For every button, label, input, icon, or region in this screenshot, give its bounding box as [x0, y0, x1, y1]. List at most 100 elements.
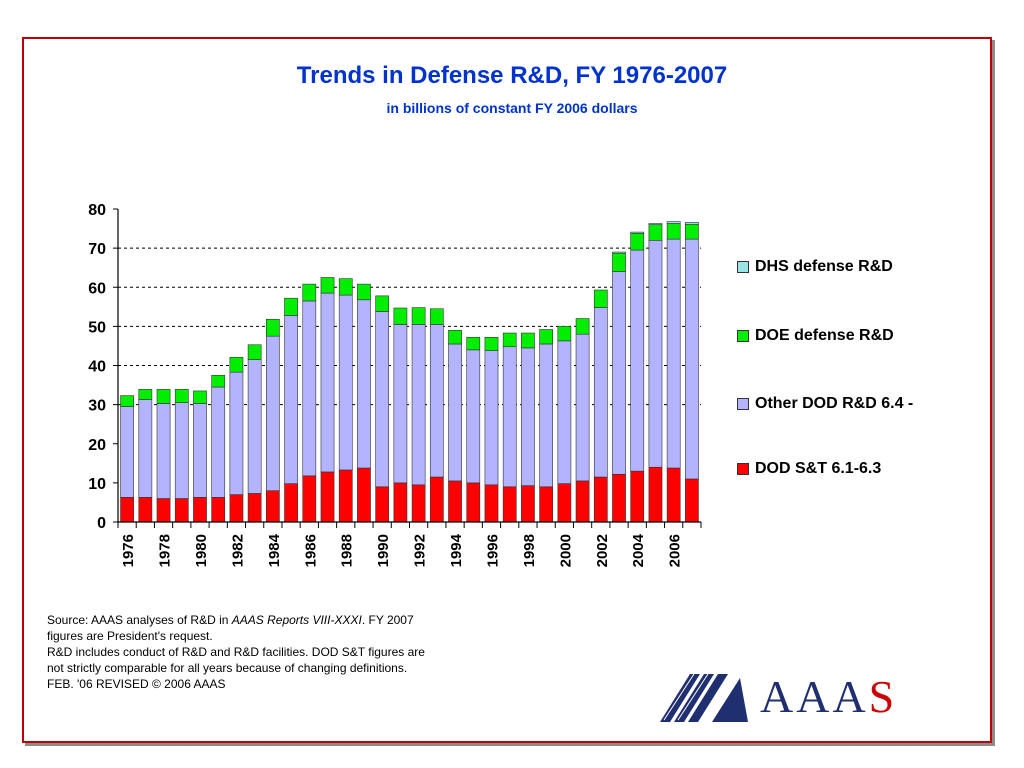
bar-segment	[593, 476, 608, 523]
bar-segment	[612, 252, 626, 272]
legend-label-dhs: DHS defense R&D	[755, 258, 893, 275]
bar-segment	[320, 277, 335, 294]
bar-segment	[338, 294, 353, 471]
bar-segment	[466, 482, 481, 523]
bar-segment	[357, 299, 371, 469]
x-tick-label: 1990	[375, 534, 392, 567]
bar-segment	[648, 240, 663, 468]
source-note-line: Source: AAAS analyses of R&D in AAAS Rep…	[47, 612, 437, 644]
bar-segment	[357, 467, 371, 523]
bar-segment	[174, 402, 189, 499]
bar-segment	[466, 337, 481, 351]
bar-segment	[284, 483, 298, 523]
bar-segment	[521, 485, 535, 523]
aaas-logo: AAAS	[660, 672, 940, 722]
bar-segment	[120, 497, 134, 523]
bar-segment	[502, 346, 517, 488]
bar-segment	[539, 486, 553, 523]
bar-segment	[612, 473, 626, 523]
source-note-italic: AAAS Reports VIII-XXXI	[231, 613, 362, 627]
bar-segment	[666, 467, 681, 523]
bar-segment	[393, 307, 408, 325]
x-tick-label: 2002	[594, 534, 611, 567]
bar-segment	[229, 494, 244, 523]
bar-segment	[193, 403, 207, 498]
x-tick-label: 1984	[266, 533, 283, 567]
aaas-logo-text-accent: S	[868, 671, 898, 722]
bar-segment	[138, 399, 153, 498]
bar-segment	[193, 497, 207, 523]
definition-note: R&D includes conduct of R&D and R&D faci…	[47, 645, 425, 675]
bar-segment	[120, 395, 134, 407]
bar-segment	[156, 498, 171, 523]
bar-segment	[666, 221, 681, 224]
bar-segment	[357, 283, 371, 301]
bar-segment	[211, 374, 226, 388]
x-tick-label: 1996	[484, 534, 501, 567]
bar-segment	[338, 278, 353, 296]
bar-segment	[156, 403, 171, 499]
bar-segment	[302, 475, 317, 523]
legend-item-dhs: DHS defense R&D	[737, 258, 893, 276]
bar-segment	[393, 482, 408, 523]
legend-item-dod-st: DOD S&T 6.1-6.3	[737, 460, 881, 478]
bar-segment	[320, 471, 335, 523]
legend-swatch-dhs	[737, 261, 749, 273]
source-notes: Source: AAAS analyses of R&D in AAAS Rep…	[47, 612, 437, 692]
bar-segment	[266, 335, 280, 491]
bar-segment	[266, 490, 280, 523]
bar-segment	[502, 332, 517, 348]
bar-segment	[302, 283, 317, 302]
y-tick-label: 70	[88, 241, 106, 258]
bar-segment	[284, 297, 298, 316]
bar-segment	[575, 333, 590, 482]
legend-label-doe: DOE defense R&D	[755, 327, 894, 344]
bar-segment	[429, 476, 444, 523]
bar-segment	[593, 307, 608, 478]
legend-swatch-dod-st	[737, 463, 749, 475]
bar-segment	[539, 329, 553, 345]
bar-segment	[666, 238, 681, 469]
bar-segment	[630, 232, 645, 251]
bar-segment	[375, 486, 390, 523]
source-note-prefix: Source: AAAS analyses of R&D in	[47, 613, 232, 627]
bar-segment	[484, 350, 499, 486]
y-tick-label: 20	[88, 437, 106, 454]
bar-segment	[593, 289, 608, 308]
bar-segment	[685, 222, 699, 225]
x-tick-label: 2000	[557, 534, 574, 567]
y-tick-label: 80	[88, 202, 106, 219]
bar-segment	[575, 480, 590, 523]
bar-segment	[375, 295, 390, 312]
bar-segment	[685, 478, 699, 523]
bar-segment	[156, 389, 171, 404]
legend-item-other-dod: Other DOD R&D 6.4 -	[737, 395, 913, 413]
source-note-suffix: . FY 2007 figures are President's reques…	[47, 613, 414, 643]
bar-segment	[229, 371, 244, 495]
bar-segment	[174, 498, 189, 523]
y-tick-label: 0	[97, 515, 106, 532]
bar-segment	[630, 470, 645, 523]
legend-label-dod-st: DOD S&T 6.1-6.3	[755, 460, 882, 477]
bar-segment	[466, 349, 481, 484]
bar-segment	[648, 466, 663, 523]
bar-segment	[247, 493, 262, 523]
y-tick-label: 50	[88, 319, 106, 336]
x-tick-label: 1988	[339, 534, 356, 567]
bar-segment	[429, 308, 444, 325]
bar-segment	[521, 332, 535, 349]
legend-item-doe: DOE defense R&D	[737, 327, 894, 345]
y-tick-label: 10	[88, 476, 106, 493]
bar-segment	[502, 486, 517, 523]
bar-segment	[375, 311, 390, 488]
aaas-logo-text-main: AAA	[760, 671, 869, 722]
y-tick-label: 40	[88, 359, 106, 376]
bar-segment	[229, 356, 244, 373]
bar-segment	[448, 329, 462, 345]
bar-segment	[247, 344, 262, 360]
bar-segment	[575, 318, 590, 335]
y-tick-label: 30	[88, 398, 106, 415]
bar-segment	[429, 324, 444, 478]
legend-label-other-dod: Other DOD R&D 6.4 -	[755, 395, 914, 412]
